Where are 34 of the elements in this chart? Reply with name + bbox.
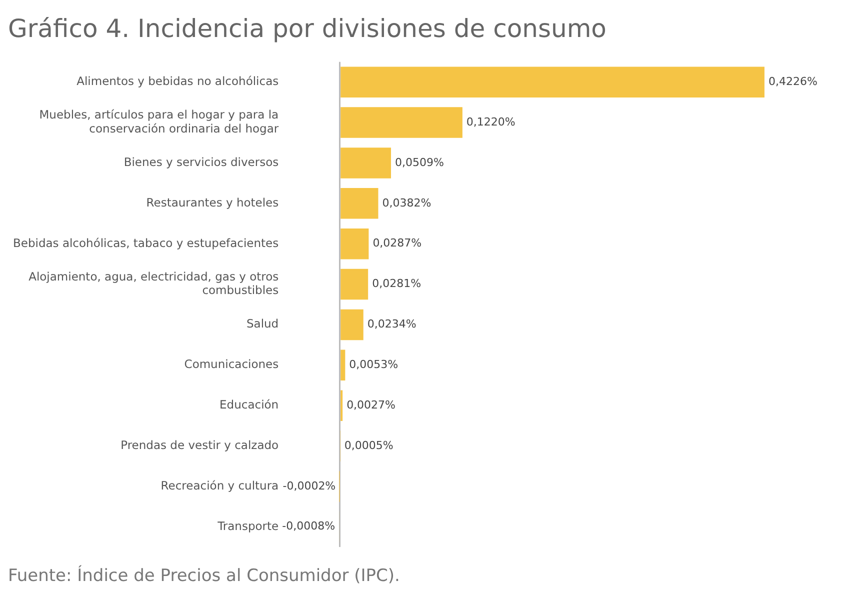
y-tick-label: Comunicaciones [184,357,279,372]
bar [340,188,378,219]
data-label: 0,0382% [382,196,432,210]
source-note: Fuente: Índice de Precios al Consumidor (IPC). [8,566,400,586]
data-label: 0,0053% [349,358,398,372]
y-tick-label: Restaurantes y hoteles [146,195,279,210]
chart-title: Gráfico 4. Incidencia por divisiones de consumo [8,14,606,43]
bar [340,350,346,381]
data-label: -0,0002% [282,479,336,492]
y-tick-label: Recreación y cultura [160,478,279,492]
bar [340,107,462,138]
y-tick-label: Bienes y servicios diversos [124,154,279,169]
data-label: 0,0005% [344,438,394,452]
data-label: 0,0287% [372,236,422,250]
y-tick-label: Alojamiento, agua, electricidad, gas y otros combustibles [28,269,279,298]
y-tick-label: Salud [246,316,279,331]
bar [340,268,368,300]
data-label: 0,0027% [346,398,396,412]
y-tick-label: Muebles, artículos para el hogar y para la conservación ordinaria del hogar [39,108,279,136]
bar [340,309,364,340]
y-tick-label: Educación [220,398,279,412]
y-tick-label: Alimentos y bebidas no alcohólicas [76,74,279,88]
bar [340,66,764,98]
y-tick-label: Bebidas alcohólicas, tabaco y estupefacientes [12,236,279,250]
data-label: 0,4226% [768,74,818,88]
data-label: 0,0281% [372,277,422,290]
data-label: 0,0234% [367,318,416,331]
bar [340,228,369,260]
data-label: -0,0008% [282,520,336,533]
y-tick-label: Transporte [216,518,279,533]
data-label: 0,1220% [466,115,516,128]
data-label: 0,0509% [394,156,444,169]
bar [340,148,391,178]
y-tick-label: Prendas de vestir y calzado [120,438,279,452]
